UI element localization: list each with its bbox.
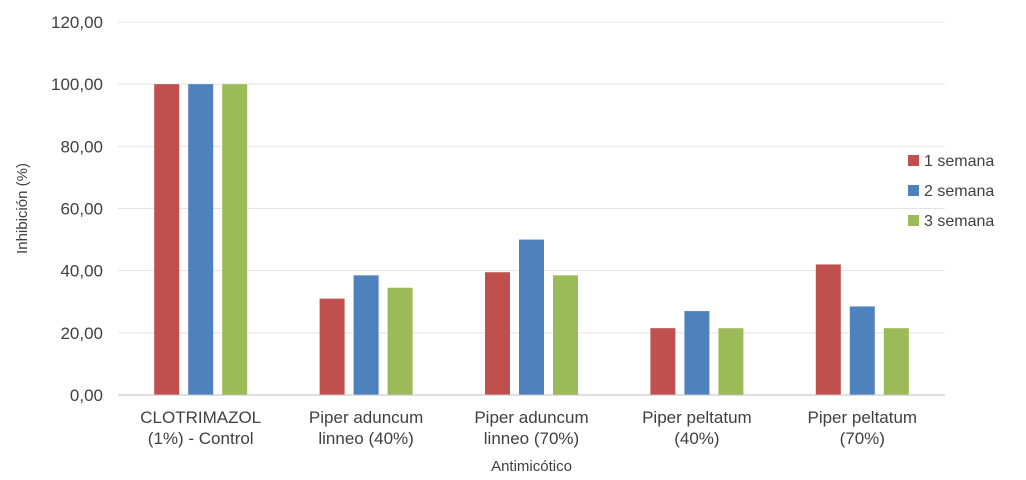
bar (188, 84, 214, 396)
y-tick-label: 20,00 (60, 324, 103, 343)
bar (650, 328, 676, 395)
gridlines (118, 21, 945, 334)
y-axis-title: Inhibición (%) (14, 163, 31, 254)
bar (387, 287, 413, 395)
x-axis-title: Antimicótico (491, 458, 572, 475)
bar (222, 84, 248, 396)
bar (849, 306, 875, 395)
x-category-label: linneo (70%) (484, 429, 579, 448)
y-tick-label: 40,00 (60, 262, 103, 281)
legend-swatch (908, 155, 919, 166)
x-category-label: (40%) (674, 429, 719, 448)
y-tick-label: 80,00 (60, 137, 103, 156)
legend-swatch (908, 215, 919, 226)
x-category-label: (70%) (840, 429, 885, 448)
y-tick-label: 0,00 (70, 386, 103, 405)
x-category-label: (1%) - Control (148, 429, 254, 448)
bar (718, 328, 744, 395)
bar (319, 298, 345, 395)
legend-label: 2 semana (924, 183, 994, 200)
bar (519, 239, 544, 395)
x-category-label: Piper aduncum (309, 408, 423, 427)
bar (485, 272, 510, 395)
bar (883, 328, 909, 395)
legend-swatch (908, 185, 919, 196)
bar (353, 275, 379, 395)
bar (154, 84, 180, 396)
x-axis-category-labels: CLOTRIMAZOL (1%) - Control Piper aduncum li… (140, 408, 917, 448)
y-axis-tick-labels: 0,00 20,00 40,00 60,00 80,00 100,00 120,00 (51, 13, 103, 405)
x-category-label: Piper peltatum (807, 408, 917, 427)
x-category-label: CLOTRIMAZOL (140, 408, 261, 427)
bars (154, 84, 909, 396)
legend-label: 1 semana (924, 153, 994, 170)
x-category-label: linneo (40%) (318, 429, 413, 448)
y-tick-label: 60,00 (60, 200, 103, 219)
x-category-label: Piper aduncum (474, 408, 588, 427)
bar (815, 264, 841, 395)
bar (684, 311, 710, 395)
y-tick-label: 120,00 (51, 13, 103, 32)
legend-label: 3 semana (924, 213, 994, 230)
x-category-label: Piper peltatum (642, 408, 752, 427)
bar (553, 275, 578, 395)
legend: 1 semana 2 semana 3 semana (908, 153, 994, 230)
y-tick-label: 100,00 (51, 75, 103, 94)
